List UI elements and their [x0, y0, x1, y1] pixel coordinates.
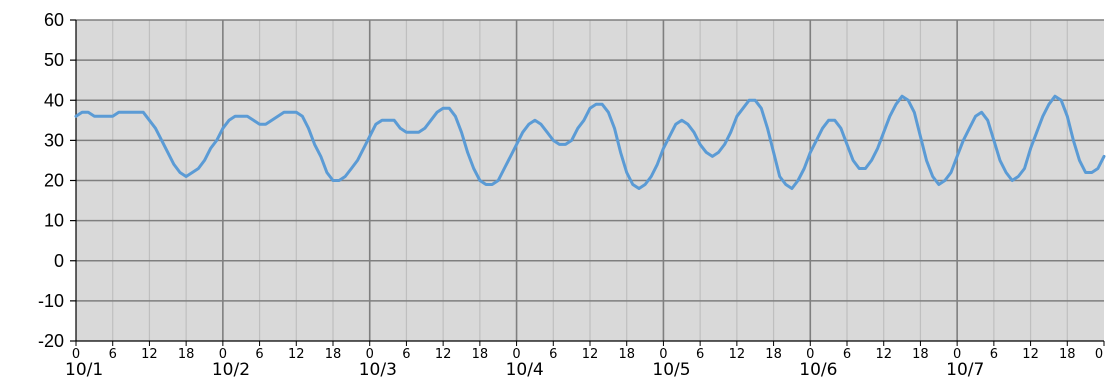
x-day-label: 10/3	[359, 360, 397, 379]
x-hour-label: 6	[255, 347, 263, 362]
x-day-label: 10/4	[506, 360, 544, 379]
y-tick-label: -20	[38, 331, 64, 351]
x-hour-label: 6	[549, 347, 557, 362]
x-hour-label: 0	[72, 347, 80, 362]
x-day-label: 10/2	[212, 360, 250, 379]
x-day-label: 10/1	[65, 360, 103, 379]
y-tick-label: 20	[44, 171, 64, 191]
x-hour-label: 0	[953, 347, 961, 362]
x-hour-label: 18	[325, 347, 342, 362]
y-axis: -20 -10 0 10 20 30 40 50 60	[38, 10, 77, 351]
grid	[76, 19, 1104, 341]
y-tick-label: -10	[38, 291, 64, 311]
x-hour-label: 18	[472, 347, 489, 362]
y-tick-label: 30	[44, 130, 64, 150]
x-hour-label: 0	[659, 347, 667, 362]
x-day-label: 10/7	[946, 360, 984, 379]
y-tick-label: 0	[54, 251, 64, 271]
x-hour-label: 18	[618, 347, 635, 362]
x-hour-label: 6	[843, 347, 851, 362]
x-hour-label: 12	[1022, 347, 1039, 362]
x-hour-label: 6	[402, 347, 410, 362]
x-hour-label: 0	[219, 347, 227, 362]
x-hour-label: 6	[109, 347, 117, 362]
x-hour-label: 12	[582, 347, 599, 362]
x-hour-label: 12	[435, 347, 452, 362]
x-hour-label: 18	[765, 347, 782, 362]
x-day-label: 10/6	[799, 360, 837, 379]
x-hour-label: 0	[366, 347, 374, 362]
x-day-label: 10/5	[652, 360, 690, 379]
y-tick-label: 50	[44, 50, 64, 70]
y-tick-label: 40	[44, 90, 64, 110]
x-hour-label: 12	[875, 347, 892, 362]
series-group	[74, 94, 1106, 190]
series-line	[74, 94, 1106, 190]
x-hour-label: 6	[696, 347, 704, 362]
x-hour-label: 0	[512, 347, 520, 362]
x-hour-label: 12	[288, 347, 305, 362]
x-hour-label: 18	[1059, 347, 1076, 362]
y-tick-label: 60	[44, 10, 64, 30]
x-hour-label: 12	[729, 347, 746, 362]
x-hour-label: 12	[141, 347, 158, 362]
x-hour-label: 0	[806, 347, 814, 362]
y-tick-label: 10	[44, 211, 64, 231]
x-hour-label: 0	[1095, 347, 1103, 362]
x-hour-label: 18	[912, 347, 929, 362]
x-hour-label: 6	[990, 347, 998, 362]
x-hour-label: 18	[178, 347, 195, 362]
